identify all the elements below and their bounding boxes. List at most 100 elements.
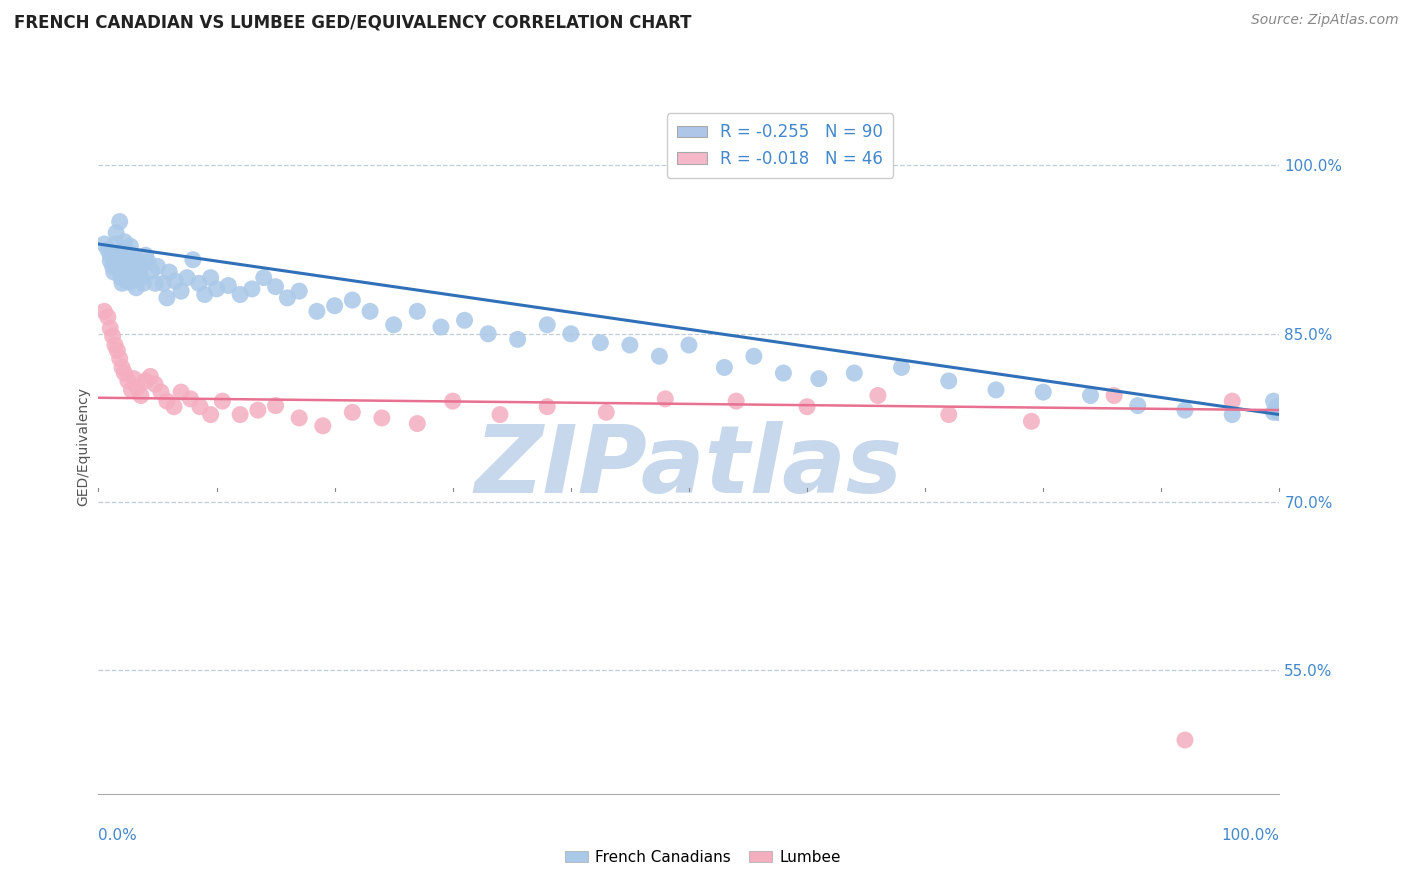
Point	[807, 372, 830, 386]
Point	[211, 394, 233, 409]
Point	[170, 284, 193, 298]
Point	[984, 383, 1007, 397]
Point	[122, 264, 145, 278]
Point	[713, 360, 735, 375]
Point	[121, 383, 143, 397]
Point	[595, 405, 617, 419]
Point	[181, 252, 204, 267]
Point	[146, 260, 169, 274]
Point	[648, 349, 671, 363]
Point	[323, 299, 346, 313]
Point	[342, 293, 364, 307]
Point	[1080, 388, 1102, 402]
Point	[152, 277, 174, 291]
Point	[560, 326, 582, 341]
Point	[104, 338, 127, 352]
Point	[1102, 388, 1125, 402]
Point	[240, 282, 263, 296]
Point	[654, 392, 676, 406]
Point	[103, 265, 125, 279]
Point	[122, 372, 145, 386]
Point	[156, 291, 179, 305]
Point	[619, 338, 641, 352]
Point	[1220, 394, 1243, 409]
Point	[725, 394, 748, 409]
Point	[105, 226, 128, 240]
Point	[150, 385, 173, 400]
Point	[246, 403, 269, 417]
Point	[121, 248, 143, 262]
Point	[200, 408, 222, 422]
Text: 0.0%: 0.0%	[98, 828, 138, 843]
Point	[136, 255, 159, 269]
Point	[139, 369, 162, 384]
Point	[110, 270, 132, 285]
Text: ZIPatlas: ZIPatlas	[475, 421, 903, 513]
Y-axis label: GED/Equivalency: GED/Equivalency	[76, 386, 90, 506]
Point	[1032, 385, 1054, 400]
Point	[1174, 733, 1197, 747]
Point	[111, 360, 134, 375]
Point	[117, 374, 139, 388]
Point	[143, 277, 166, 291]
Point	[890, 360, 912, 375]
Point	[112, 273, 135, 287]
Point	[97, 243, 120, 257]
Point	[938, 374, 960, 388]
Point	[312, 418, 335, 433]
Point	[536, 318, 558, 332]
Point	[111, 277, 134, 291]
Point	[938, 408, 960, 422]
Point	[117, 268, 139, 282]
Point	[176, 270, 198, 285]
Point	[589, 335, 612, 350]
Point	[98, 248, 121, 262]
Point	[430, 320, 453, 334]
Point	[506, 332, 529, 346]
Point	[1263, 405, 1285, 419]
Point	[477, 326, 499, 341]
Legend: R = -0.255   N = 90, R = -0.018   N = 46: R = -0.255 N = 90, R = -0.018 N = 46	[666, 113, 893, 178]
Point	[678, 338, 700, 352]
Point	[1265, 400, 1288, 414]
Point	[772, 366, 794, 380]
Point	[342, 405, 364, 419]
Point	[121, 255, 143, 269]
Point	[108, 214, 131, 228]
Point	[371, 411, 394, 425]
Point	[115, 260, 138, 274]
Point	[105, 343, 128, 358]
Point	[105, 237, 128, 252]
Point	[97, 310, 120, 324]
Point	[129, 388, 152, 402]
Point	[441, 394, 464, 409]
Point	[406, 417, 429, 431]
Point	[1021, 414, 1043, 428]
Point	[163, 400, 186, 414]
Text: 100.0%: 100.0%	[1222, 828, 1279, 843]
Point	[114, 243, 136, 257]
Point	[194, 287, 217, 301]
Point	[200, 270, 222, 285]
Point	[489, 408, 512, 422]
Point	[111, 257, 134, 271]
Point	[156, 394, 179, 409]
Point	[129, 270, 152, 285]
Point	[112, 366, 135, 380]
Point	[288, 284, 311, 298]
Text: Source: ZipAtlas.com: Source: ZipAtlas.com	[1251, 13, 1399, 28]
Point	[264, 279, 287, 293]
Point	[229, 287, 252, 301]
Point	[180, 392, 202, 406]
Point	[1267, 405, 1289, 419]
Point	[135, 248, 157, 262]
Point	[143, 377, 166, 392]
Point	[124, 273, 146, 287]
Point	[93, 237, 115, 252]
Point	[205, 282, 228, 296]
Point	[288, 411, 311, 425]
Point	[157, 265, 180, 279]
Point	[112, 235, 135, 249]
Point	[1268, 405, 1291, 419]
Point	[796, 400, 818, 414]
